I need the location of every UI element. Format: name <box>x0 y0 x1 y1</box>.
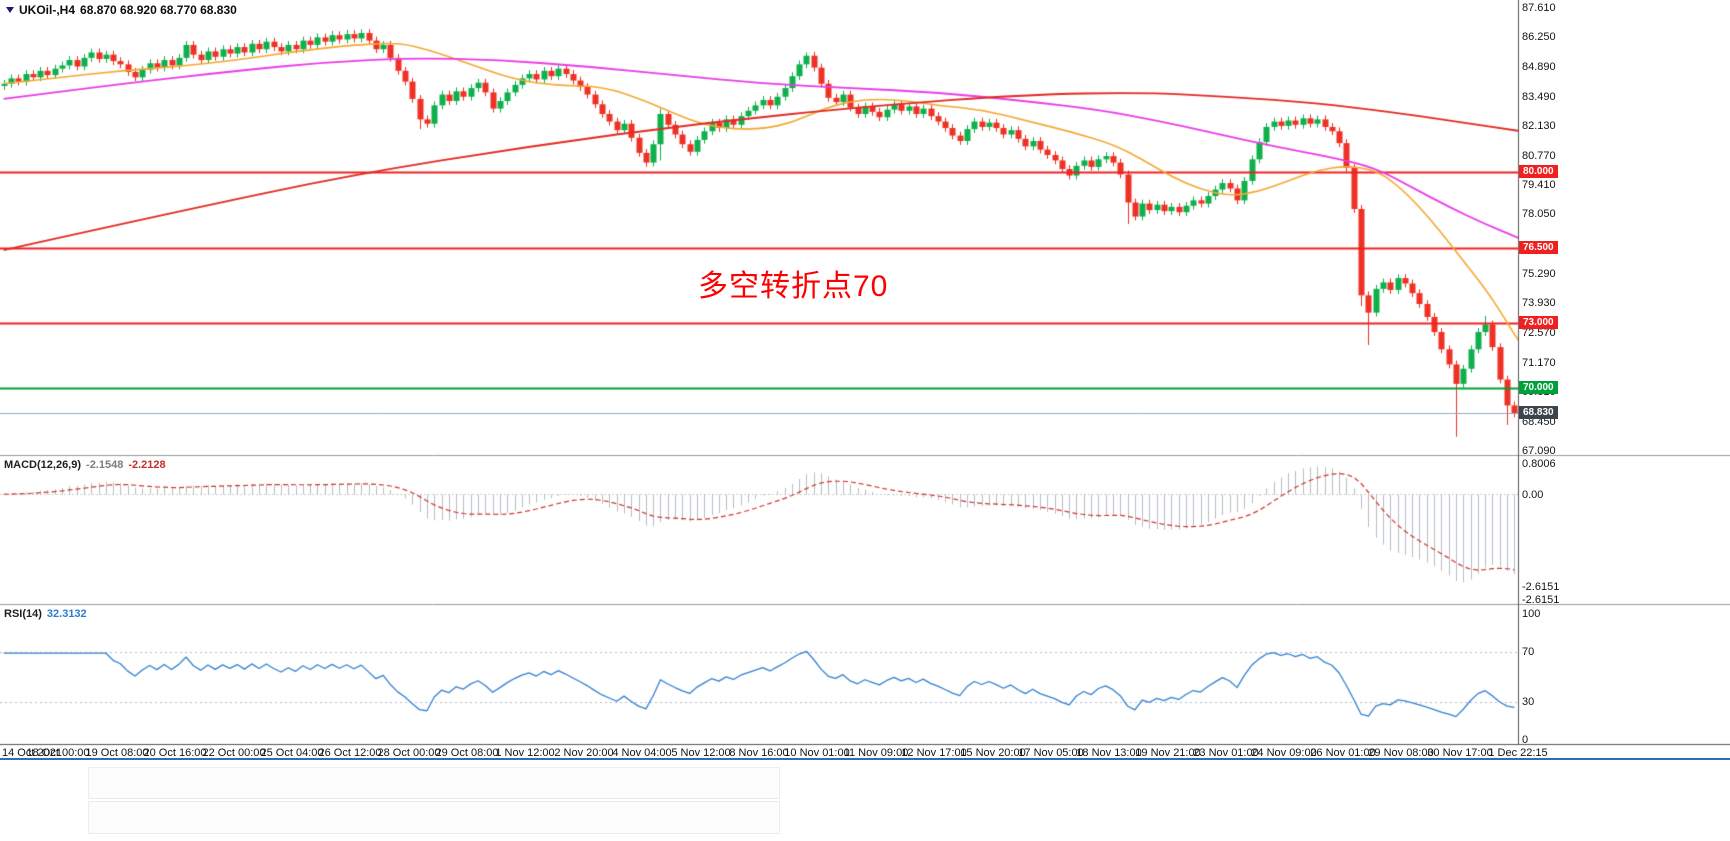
time-axis-label: 26 Nov 01:00 <box>1310 747 1376 759</box>
macd-axis-label: -2.6151 <box>1522 581 1560 593</box>
rsi-value: 32.3132 <box>46 608 87 620</box>
price-level-badge: 76.500 <box>1519 241 1558 254</box>
bottom-panel-row <box>88 801 780 834</box>
price-axis-label: 71.170 <box>1522 357 1556 369</box>
time-axis-label: 24 Nov 09:00 <box>1251 747 1317 759</box>
time-axis-label: 26 Oct 12:00 <box>318 747 382 759</box>
time-axis-label: 12 Nov 17:00 <box>901 747 967 759</box>
time-axis-label: 1 Dec 22:15 <box>1488 747 1548 759</box>
quote-values: 68.870 68.920 68.770 68.830 <box>80 3 237 17</box>
time-axis-label: 19 Nov 21:00 <box>1135 747 1201 759</box>
price-axis-label: 68.450 <box>1522 416 1556 428</box>
bottom-separator <box>0 758 1730 760</box>
time-axis-label: 14 Oct 2021 <box>2 747 62 759</box>
time-axis-label: 4 Nov 04:00 <box>612 747 672 759</box>
macd-main-value: -2.1548 <box>86 459 124 471</box>
symbol-marker-icon <box>6 7 14 13</box>
time-axis-label: 2 Nov 20:00 <box>554 747 614 759</box>
macd-signal-value: -2.2128 <box>128 459 166 471</box>
time-axis-label: 30 Nov 17:00 <box>1427 747 1493 759</box>
price-axis-label: 84.890 <box>1522 61 1556 73</box>
current-price-badge: 68.830 <box>1519 406 1558 419</box>
rsi-name: RSI(14) <box>4 608 42 620</box>
price-axis-label: 73.930 <box>1522 297 1556 309</box>
price-axis-label: 72.570 <box>1522 327 1556 339</box>
price-axis-label: 87.610 <box>1522 2 1556 14</box>
time-axis-label: 18 Oct 00:00 <box>26 747 90 759</box>
time-axis-label: 23 Nov 01:00 <box>1193 747 1259 759</box>
time-axis-label: 11 Nov 09:00 <box>843 747 909 759</box>
time-axis-label: 10 Nov 01:00 <box>784 747 850 759</box>
price-axis-label: 80.770 <box>1522 150 1556 162</box>
time-axis-label: 15 Nov 20:00 <box>960 747 1026 759</box>
macd-axis-label: -2.6151 <box>1522 594 1560 606</box>
time-axis-label: 29 Nov 08:00 <box>1368 747 1434 759</box>
chart-annotation-text[interactable]: 多空转折点70 <box>698 270 889 303</box>
time-axis-label: 1 Nov 12:00 <box>495 747 555 759</box>
time-axis-label: 18 Nov 13:00 <box>1076 747 1142 759</box>
time-axis-label: 28 Oct 00:00 <box>377 747 441 759</box>
macd-axis-label: 0.00 <box>1522 488 1544 501</box>
time-axis-label: 25 Oct 04:00 <box>260 747 324 759</box>
price-axis-label: 82.130 <box>1522 120 1556 132</box>
price-axis-label: 67.090 <box>1522 445 1556 457</box>
macd-axis-label: 0.8006 <box>1522 458 1556 470</box>
price-axis-label: 86.250 <box>1522 31 1556 43</box>
price-level-badge: 70.000 <box>1519 381 1558 394</box>
rsi-axis-label: 100 <box>1522 608 1541 620</box>
time-axis-label: 22 Oct 00:00 <box>202 747 266 759</box>
price-axis-label: 83.490 <box>1522 91 1556 103</box>
time-axis-label: 20 Oct 16:00 <box>143 747 207 759</box>
rsi-axis-label: 0 <box>1522 734 1529 746</box>
rsi-axis-label: 70 <box>1522 646 1535 658</box>
price-axis-label: 79.410 <box>1522 179 1556 191</box>
price-level-badge: 73.000 <box>1519 316 1558 329</box>
time-axis-label: 8 Nov 16:00 <box>729 747 789 759</box>
price-scale[interactable] <box>1518 0 1730 744</box>
rsi-axis-label: 30 <box>1522 696 1535 708</box>
time-axis-label: 17 Nov 05:00 <box>1018 747 1084 759</box>
rsi-indicator-label: RSI(14) 32.3132 <box>4 608 87 620</box>
price-level-badge: 80.000 <box>1519 165 1558 178</box>
time-axis-label: 19 Oct 08:00 <box>85 747 149 759</box>
time-axis-label: 5 Nov 12:00 <box>671 747 731 759</box>
time-axis-label: 29 Oct 08:00 <box>435 747 499 759</box>
price-axis-label: 78.050 <box>1522 208 1556 220</box>
price-axis-label: 75.290 <box>1522 268 1556 280</box>
macd-indicator-label: MACD(12,26,9) -2.1548 -2.2128 <box>4 459 166 471</box>
macd-name: MACD(12,26,9) <box>4 459 82 471</box>
symbol-timeframe: UKOil-,H4 <box>19 3 76 17</box>
bottom-panel-row <box>88 767 780 799</box>
chart-symbol-title: UKOil-,H4 68.870 68.920 68.770 68.830 <box>6 3 237 17</box>
